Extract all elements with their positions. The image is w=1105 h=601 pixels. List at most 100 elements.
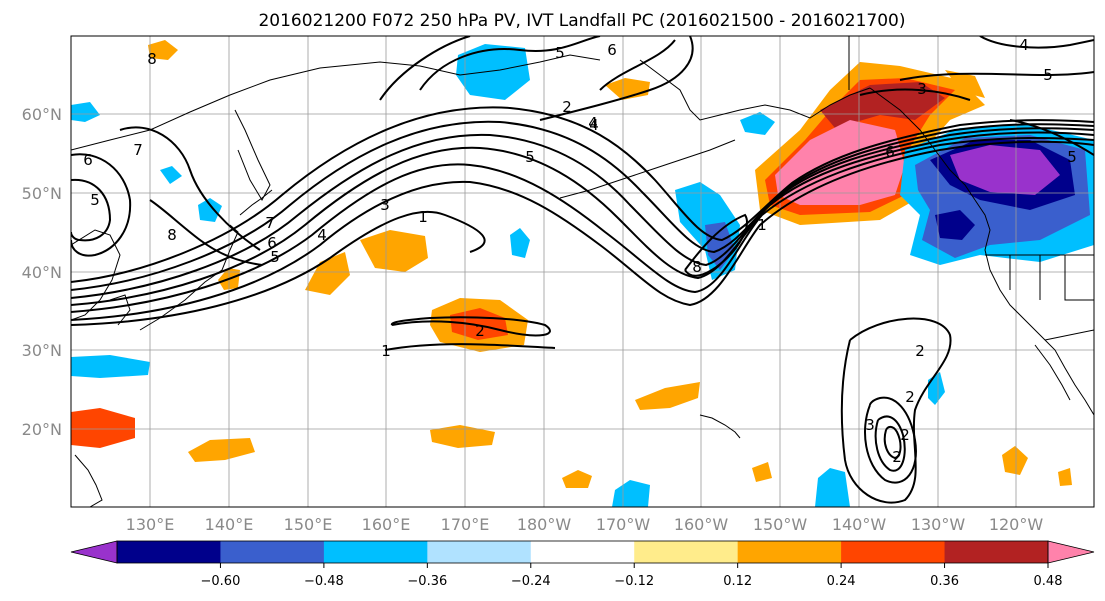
positive-anomaly-central-pacific-core xyxy=(450,308,508,340)
northeast-contour-4 xyxy=(979,36,1094,49)
coastline-korea xyxy=(109,294,131,326)
lat-label: 60°N xyxy=(22,105,62,124)
contour-label: 2 xyxy=(892,448,902,466)
coastline-kuril-chain xyxy=(239,189,273,216)
colorbar-extend-right xyxy=(1047,540,1095,564)
jet-contour-3 xyxy=(71,136,1094,313)
contour-label: 3 xyxy=(917,80,927,98)
positive-anomaly-tropics-170e xyxy=(430,425,495,448)
negative-anomaly-tropics-140w xyxy=(815,468,850,507)
negative-anomaly-west-edge xyxy=(71,102,100,122)
lon-label: 150°E xyxy=(284,515,333,534)
colorbar-tick-label: −0.24 xyxy=(511,574,551,589)
contour-label: 1 xyxy=(381,342,391,360)
contour-label: 7 xyxy=(133,141,143,159)
contour-label: 5 xyxy=(1043,66,1053,84)
coastline-philippines xyxy=(74,454,103,507)
positive-anomaly-tropics-120w xyxy=(1002,446,1028,475)
colorbar-extend-left xyxy=(70,540,118,564)
negative-anomaly-okhotsk xyxy=(160,166,182,184)
jet-contour-4 xyxy=(71,131,1094,306)
longitude-labels: 130°E 140°E 150°E 160°E 170°E 180°W 170°… xyxy=(126,515,1044,534)
contour-labels: 2 1 1 3 4 5 6 7 8 5 4 2 6 5 3 2 8 7 6 5 xyxy=(83,36,1077,466)
contour-label: 8 xyxy=(147,50,157,68)
jet-contour-7 xyxy=(71,106,1094,283)
lon-label: 160°W xyxy=(674,515,729,534)
negative-anomaly-165w-40n xyxy=(510,228,530,258)
jet-contour-2 xyxy=(71,210,486,326)
contour-label: 5 xyxy=(555,44,565,62)
positive-anomaly-gulf-of-alaska-dark xyxy=(820,82,945,128)
colorbar-segment xyxy=(323,541,428,563)
colorbar-tick-label: 0.36 xyxy=(930,574,959,589)
lat-label: 30°N xyxy=(22,341,62,360)
positive-anomaly-arctic-130e xyxy=(148,40,178,60)
contour-label: 5 xyxy=(525,148,535,166)
positive-anomaly-arctic-130w xyxy=(945,70,985,98)
central-pacific-cell-2 xyxy=(384,343,556,351)
west-cell-5 xyxy=(71,178,112,242)
coastline-baja xyxy=(1034,344,1071,401)
positive-anomaly-155e xyxy=(305,252,350,295)
jet-contour-5 xyxy=(71,127,1094,299)
colorbar-segment xyxy=(427,541,532,563)
jet-contour-6 xyxy=(71,120,1094,291)
lon-label: 170°W xyxy=(596,515,651,534)
colorbar-segment xyxy=(944,541,1049,563)
pv-contours xyxy=(71,36,1094,504)
contour-label: 4 xyxy=(1019,36,1029,54)
colorbar-tick-label: −0.48 xyxy=(304,574,344,589)
contour-label: 8 xyxy=(167,226,177,244)
contour-label: 6 xyxy=(267,234,277,252)
border-us-mexico xyxy=(1044,329,1094,341)
contour-label: 5 xyxy=(90,191,100,209)
colorbar-segment xyxy=(634,541,739,563)
coastline-north-america-west xyxy=(974,199,1094,416)
map-title: 2016021200 F072 250 hPa PV, IVT Landfall… xyxy=(258,11,905,31)
colorbar-ticks: −0.60 −0.48 −0.36 −0.24 −0.12 0.12 0.24 0.36 0.4… xyxy=(201,563,1062,589)
contour-label: 3 xyxy=(380,196,390,214)
contour-label: 1 xyxy=(757,216,767,234)
central-pacific-cell xyxy=(390,316,551,337)
latitude-labels: 60°N 50°N 40°N 30°N 20°N xyxy=(22,105,62,439)
lon-label: 140°W xyxy=(832,515,887,534)
contour-label: 7 xyxy=(265,214,275,232)
lon-label: 120°W xyxy=(989,515,1044,534)
positive-anomaly-160e xyxy=(360,230,428,272)
jet-contour-1 xyxy=(71,140,1094,321)
colorbar-tick-label: −0.36 xyxy=(407,574,447,589)
positive-anomaly-tropics-115w xyxy=(1058,468,1072,486)
lat-label: 50°N xyxy=(22,184,62,203)
colorbar-segment xyxy=(841,541,946,563)
northeast-contour-5 xyxy=(899,71,1094,81)
trough-contour-8 xyxy=(684,213,748,277)
west-ridge-7 xyxy=(119,126,261,251)
contour-label: 2 xyxy=(905,388,915,406)
contour-label: 2 xyxy=(562,98,572,116)
contour-label: 2 xyxy=(900,426,910,444)
colorbar-segment xyxy=(737,541,842,563)
coastline-siberia xyxy=(71,54,601,151)
negative-anomaly-alaska-coast xyxy=(740,112,775,135)
coastline-alaska-west xyxy=(639,59,871,121)
colorbar-frame xyxy=(116,540,1049,564)
arctic-ridge-1 xyxy=(419,36,601,91)
pv-shading xyxy=(71,40,1094,507)
lon-label: 130°E xyxy=(126,515,175,534)
negative-anomaly-pacific-northwest-south xyxy=(935,210,975,240)
lon-label: 140°E xyxy=(205,515,254,534)
colorbar-segments xyxy=(117,541,1049,563)
west-cell-6 xyxy=(71,153,132,257)
positive-anomaly-tropics-175w xyxy=(562,470,592,488)
northeast-contour-6 xyxy=(1009,119,1094,156)
colorbar: −0.60 −0.48 −0.36 −0.24 −0.12 0.12 0.24 0.36 0.4… xyxy=(70,540,1095,589)
negative-anomaly-kamchatka xyxy=(198,198,222,222)
coastline-japan xyxy=(139,224,239,331)
contour-label: 6 xyxy=(607,41,617,59)
coastline-aleutians xyxy=(559,139,736,199)
contour-label: 8 xyxy=(692,258,702,276)
lon-label: 180°W xyxy=(517,515,572,534)
colorbar-segment xyxy=(220,541,325,563)
coastlines xyxy=(71,36,1094,507)
